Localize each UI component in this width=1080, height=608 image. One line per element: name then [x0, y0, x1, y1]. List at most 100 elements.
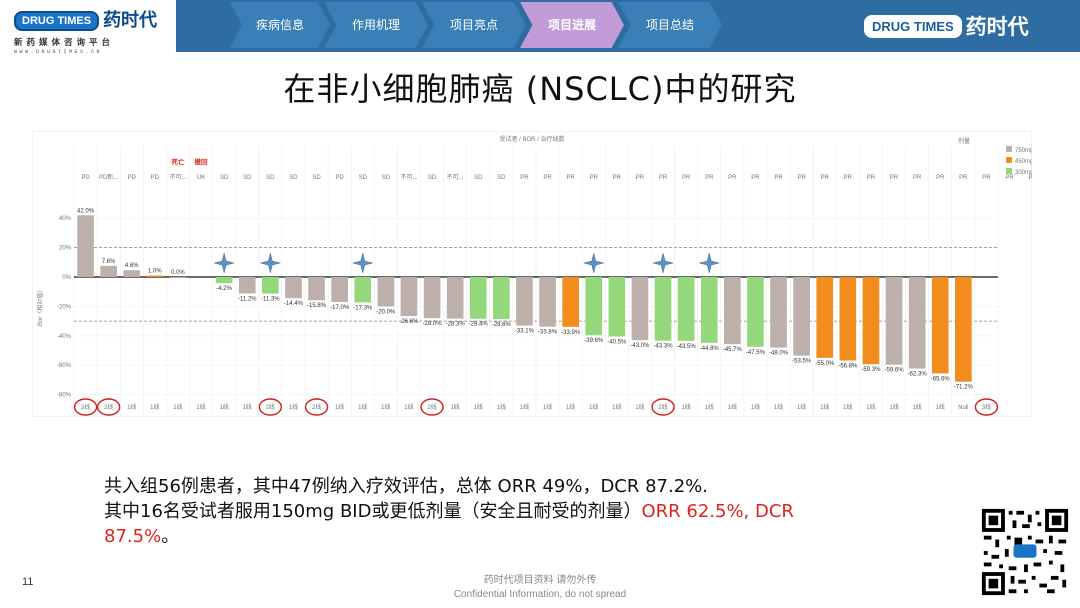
- bor-label: PD: [81, 175, 90, 181]
- treatment-line-label: 1线: [520, 403, 529, 411]
- chart-title: 受试者 / BOR / 治疗线数: [499, 135, 564, 143]
- summary-line-3: 87.5%。: [104, 524, 964, 549]
- chart-grid: 40% 20% 0% -20% -40% -60% -80% PD PD新... PD PD 不可..…: [57, 145, 1032, 417]
- highlight-circle: [651, 398, 675, 416]
- bar-value-label: -17.0%: [330, 305, 350, 311]
- tab-progress[interactable]: 项目进展: [520, 2, 624, 48]
- bar-value-label: -11.2%: [238, 296, 257, 302]
- bor-label: UK: [197, 175, 205, 181]
- star-marker-icon: [260, 252, 281, 274]
- death-label: 死亡: [170, 157, 185, 166]
- treatment-line-label: 1线: [381, 403, 390, 411]
- bar: [400, 277, 418, 317]
- treatment-line-label: 1线: [751, 403, 760, 411]
- bor-label: PR: [913, 175, 922, 181]
- y-tick-label: -40%: [57, 334, 72, 340]
- bar-value-label: 7.6%: [102, 259, 116, 265]
- drugtimes-logo[interactable]: DRUG TIMES 药时代 新药媒体咨询平台 WWW.DRUGTIMES.CN: [14, 6, 164, 56]
- bor-label: SD: [312, 175, 321, 181]
- bar-value-label: -28.4%: [469, 322, 489, 328]
- treatment-line-label: 1线: [912, 403, 921, 411]
- page-number: 11: [22, 576, 34, 588]
- highlight-circle: [96, 398, 121, 416]
- bar: [654, 277, 672, 341]
- treatment-line-label: 1线: [566, 403, 575, 411]
- y-axis-label: Bor（相对值）: [36, 287, 44, 326]
- chart-frame: [32, 131, 1032, 417]
- highlight-circle: [974, 398, 999, 416]
- chart-legend: 剂量 750mg QD 450mg Bid 300mg Bid: [958, 137, 1032, 176]
- bar: [908, 277, 926, 369]
- treatment-line-label: 1线: [635, 403, 644, 411]
- bor-label: PR: [867, 175, 876, 181]
- summary-line-3-end: 。: [161, 526, 180, 547]
- bar-value-label: 0.0%: [171, 270, 185, 276]
- bar: [377, 277, 395, 307]
- footer-en: Confidential Information, do not spread: [453, 589, 627, 600]
- footer-cn: 药时代项目资料 请勿外传: [483, 575, 597, 586]
- bor-label: PR: [751, 175, 760, 181]
- bar-value-label: -28.6%: [492, 322, 512, 328]
- bar-value-label: -4.2%: [216, 286, 232, 292]
- bar: [262, 277, 279, 294]
- bar-value-label: -71.2%: [954, 385, 974, 391]
- treatment-line-label: 1线: [889, 403, 898, 411]
- treatment-line-label: 1线: [728, 403, 737, 411]
- bor-label: PR: [613, 175, 622, 181]
- bar: [354, 277, 372, 303]
- treatment-line-label: 2线: [104, 403, 113, 411]
- bar-value-label: -45.7%: [723, 347, 743, 353]
- bor-label: SD: [382, 175, 391, 181]
- treatment-line-label: 2线: [266, 403, 275, 411]
- logo-url: WWW.DRUGTIMES.CN: [14, 49, 103, 55]
- star-marker-icon: [699, 252, 720, 274]
- tab-summary[interactable]: 项目总结: [618, 2, 722, 48]
- treatment-line-label: 1线: [612, 403, 621, 411]
- bar-value-label: -11.3%: [261, 297, 280, 303]
- bar: [770, 277, 787, 348]
- bar-value-label: -20.0%: [376, 309, 396, 315]
- bar-value-label: -48.0%: [769, 351, 789, 357]
- bar-value-label: -15.8%: [307, 303, 327, 309]
- confidential-footer: 药时代项目资料 请勿外传 Confidential Information, d…: [340, 574, 740, 602]
- treatment-line-label: 1线: [450, 403, 459, 411]
- logo-badge-right: DRUG TIMES: [864, 14, 962, 38]
- treatment-line-label: 1线: [497, 403, 506, 411]
- star-marker-icon: [214, 252, 235, 274]
- treatment-line-label: 1线: [843, 403, 852, 411]
- bor-label: PR: [797, 175, 806, 181]
- bor-label: PR: [890, 175, 899, 181]
- bar: [816, 277, 834, 358]
- logo-badge: DRUG TIMES: [14, 10, 100, 31]
- treatment-line-label: 2线: [312, 403, 321, 411]
- treatment-line-label: Null: [958, 405, 968, 411]
- bar-value-label: -65.6%: [931, 376, 951, 382]
- summary-line-1: 共入组56例患者，其中47例纳入疗效评估，总体 ORR 49%，DCR 87.2…: [104, 476, 708, 497]
- treatment-line-label: 1线: [543, 403, 552, 411]
- qr-code-icon[interactable]: [978, 505, 1072, 599]
- bor-label: PR: [636, 175, 645, 181]
- withdrawal-label: 撤回: [195, 157, 209, 166]
- bor-label: SD: [243, 175, 252, 181]
- treatment-line-label: 1线: [289, 403, 298, 411]
- bar-value-label: -14.4%: [284, 301, 304, 307]
- tab-disease-info[interactable]: 疾病信息: [230, 2, 330, 48]
- bar-value-label: -39.6%: [584, 338, 604, 344]
- bar: [585, 277, 603, 336]
- tab-highlights[interactable]: 项目亮点: [422, 2, 526, 48]
- bar: [700, 277, 718, 343]
- bar-value-label: -33.8%: [538, 330, 558, 336]
- bar: [423, 277, 441, 319]
- bor-label: PR: [1005, 175, 1014, 181]
- bar-value-label: -17.3%: [353, 305, 373, 311]
- bar: [677, 277, 695, 341]
- treatment-line-label: 1线: [358, 403, 367, 411]
- bor-label: PR: [728, 175, 737, 181]
- bar-value-label: -33.9%: [561, 330, 581, 336]
- logo-cn: 药时代: [103, 10, 158, 31]
- legend-entry: 450mg Bid: [1015, 159, 1032, 165]
- y-tick-label: -20%: [57, 304, 72, 310]
- bor-label: PR: [659, 175, 668, 181]
- tab-mechanism[interactable]: 作用机理: [324, 2, 428, 48]
- treatment-line-label: 1线: [589, 403, 598, 411]
